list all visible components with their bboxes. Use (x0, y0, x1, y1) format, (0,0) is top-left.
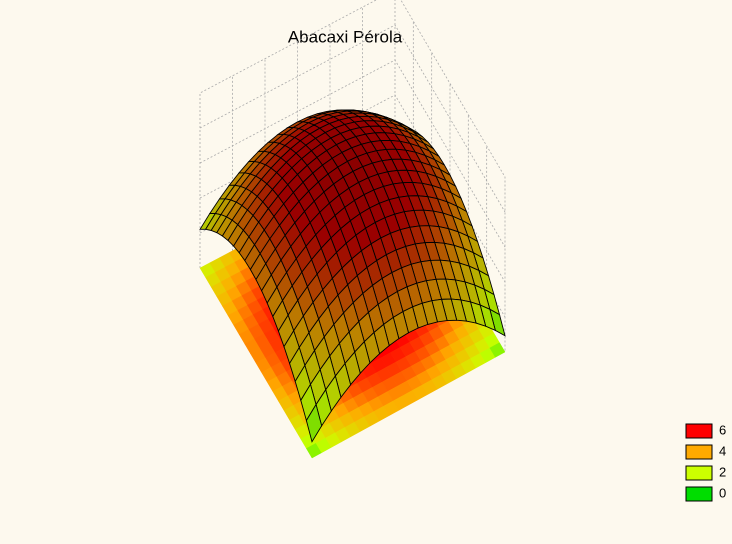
surface (199, 109, 506, 443)
legend-swatch (685, 465, 713, 481)
legend-label: 4 (719, 443, 726, 458)
legend-swatch (685, 486, 713, 502)
chart-title: Abacaxi Pérola (288, 27, 403, 46)
legend-swatch (685, 444, 713, 460)
legend-label: 0 (719, 485, 726, 500)
legend-label: 2 (719, 464, 726, 479)
contour-cell (489, 342, 506, 358)
legend: 6 4 2 0 (685, 422, 726, 502)
legend-swatch (685, 423, 713, 439)
legend-label: 6 (719, 422, 726, 437)
surface-cell (305, 403, 323, 443)
box-edge (199, 0, 506, 352)
